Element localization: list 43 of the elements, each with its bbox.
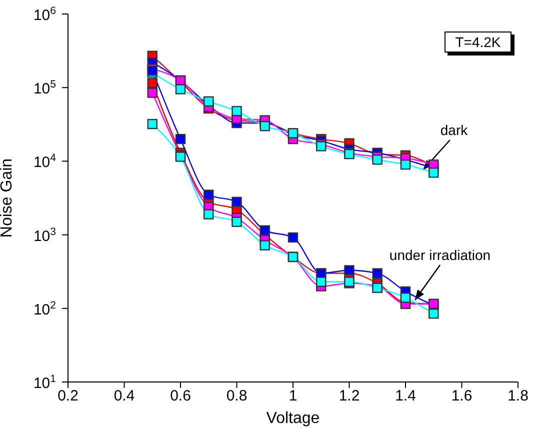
annotation: dark [440, 122, 469, 138]
y-axis-title: Noise Gain [0, 158, 16, 238]
point [316, 276, 326, 287]
y-tick-label: 10$^{6}$ [33, 5, 56, 24]
point [260, 225, 270, 236]
x-tick-label: 0.2 [58, 388, 78, 405]
point [260, 240, 270, 250]
x-tick-label: 0.4 [114, 388, 135, 405]
x-tick-label: 1 [288, 388, 298, 405]
point [147, 88, 158, 98]
point [175, 84, 186, 94]
point [372, 268, 382, 278]
x-tick-label: 1.6 [451, 388, 472, 405]
y-tick-label: 10$^{4}$ [33, 152, 56, 172]
point [204, 209, 214, 220]
point [204, 96, 214, 106]
x-tick-label: 1.2 [338, 388, 360, 405]
y-tick-label: 10$^{3}$ [33, 226, 56, 245]
point [204, 190, 214, 200]
annotation: T=4.2K [455, 34, 502, 50]
point [232, 106, 242, 116]
point [344, 265, 354, 276]
point [428, 168, 439, 178]
annotation: under irradiation [389, 247, 491, 263]
point [147, 118, 158, 130]
point [260, 120, 270, 132]
point [232, 216, 242, 227]
point [428, 308, 439, 319]
y-tick-label: 10$^{1}$ [33, 373, 56, 392]
x-tick-label: 0.8 [226, 388, 248, 405]
point [175, 134, 186, 144]
x-tick-label: 0.6 [170, 388, 191, 405]
point [400, 159, 411, 170]
point [372, 154, 382, 165]
point [147, 78, 158, 88]
point [288, 232, 298, 243]
x-tick-label: 1.8 [508, 388, 528, 405]
point [232, 196, 242, 207]
x-tick-label: 1.4 [395, 388, 416, 405]
y-tick-label: 10$^{5}$ [33, 78, 56, 98]
x-axis-title: Voltage [266, 410, 320, 427]
point [400, 292, 411, 303]
y-tick-label: 10$^{2}$ [33, 299, 56, 318]
